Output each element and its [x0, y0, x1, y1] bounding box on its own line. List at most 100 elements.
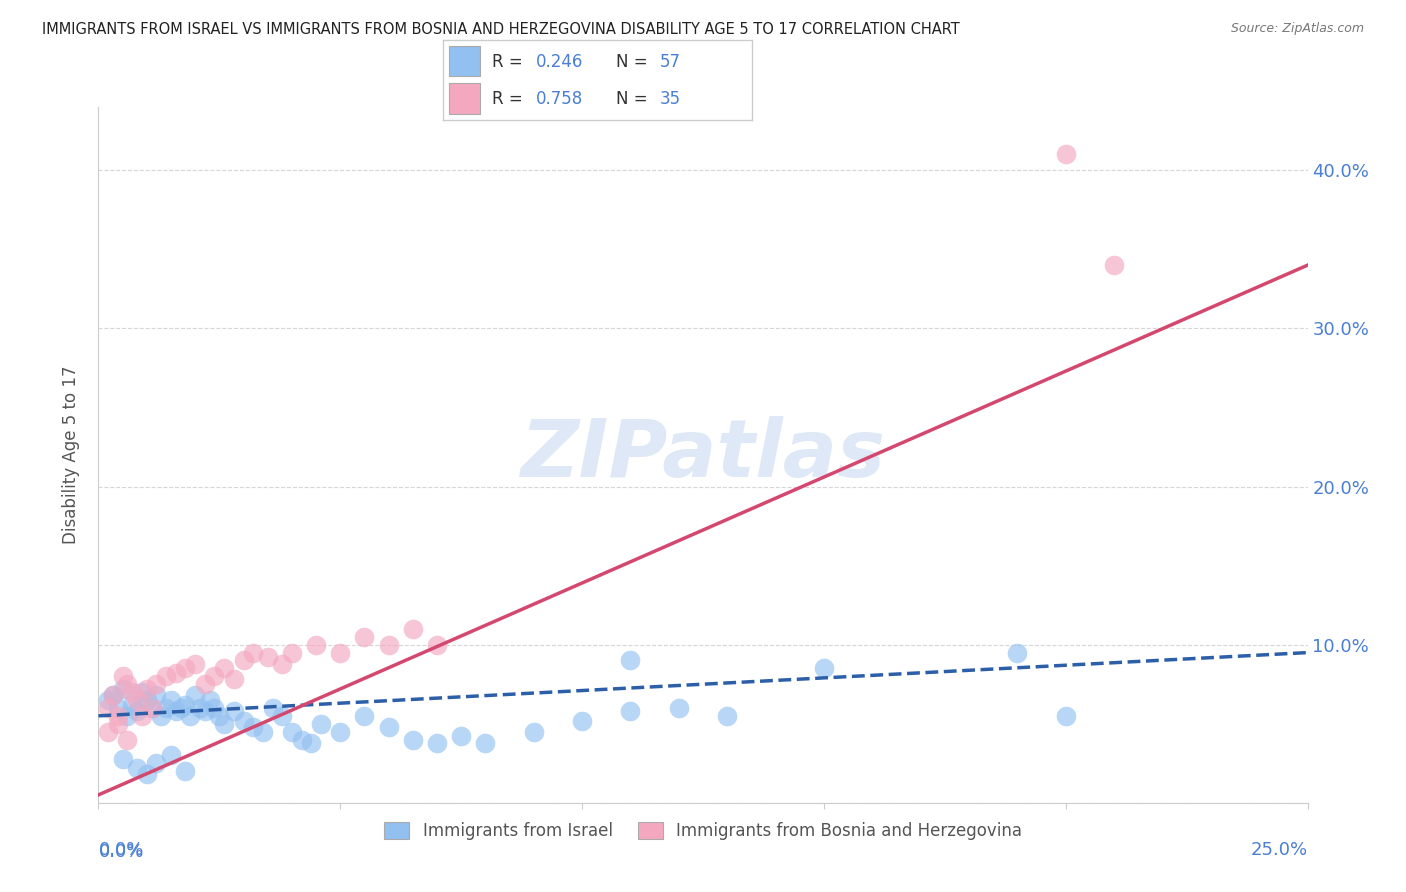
- Point: [353, 630, 375, 644]
- Point: [111, 669, 134, 683]
- Text: R =: R =: [492, 53, 529, 70]
- Point: [97, 701, 120, 715]
- Point: [271, 708, 294, 723]
- Point: [184, 657, 207, 671]
- Point: [208, 708, 231, 723]
- Point: [135, 693, 157, 707]
- Point: [426, 638, 449, 652]
- Point: [523, 724, 546, 739]
- Point: [281, 724, 304, 739]
- Text: R =: R =: [492, 90, 529, 108]
- Point: [271, 657, 294, 671]
- Point: [450, 730, 472, 744]
- Point: [101, 688, 124, 702]
- Point: [232, 653, 254, 667]
- Point: [127, 704, 149, 718]
- Point: [668, 701, 690, 715]
- Text: N =: N =: [616, 90, 652, 108]
- Point: [299, 736, 322, 750]
- Text: 0.0%: 0.0%: [98, 843, 143, 861]
- Point: [155, 669, 177, 683]
- Point: [222, 704, 245, 718]
- Point: [1054, 147, 1077, 161]
- Point: [402, 622, 425, 636]
- Text: N =: N =: [616, 53, 652, 70]
- Point: [145, 756, 167, 771]
- Y-axis label: Disability Age 5 to 17: Disability Age 5 to 17: [62, 366, 80, 544]
- Point: [309, 716, 332, 731]
- Text: 25.0%: 25.0%: [1250, 841, 1308, 859]
- Point: [155, 701, 177, 715]
- Point: [117, 708, 139, 723]
- Point: [150, 708, 173, 723]
- Point: [160, 748, 183, 763]
- Point: [281, 646, 304, 660]
- Text: 0.246: 0.246: [536, 53, 583, 70]
- Point: [194, 677, 217, 691]
- Point: [111, 751, 134, 765]
- Point: [131, 708, 153, 723]
- Bar: [449, 84, 479, 114]
- Point: [107, 708, 129, 723]
- Point: [165, 666, 187, 681]
- Point: [131, 685, 153, 699]
- Point: [135, 681, 157, 696]
- Point: [716, 708, 738, 723]
- Point: [402, 732, 425, 747]
- Point: [212, 716, 235, 731]
- Point: [256, 650, 278, 665]
- Point: [212, 661, 235, 675]
- Point: [1102, 258, 1125, 272]
- Point: [121, 685, 143, 699]
- Point: [117, 677, 139, 691]
- Point: [174, 764, 197, 779]
- Point: [145, 688, 167, 702]
- Point: [204, 701, 226, 715]
- Point: [1007, 646, 1029, 660]
- Point: [141, 701, 163, 715]
- Point: [179, 708, 201, 723]
- Point: [117, 732, 139, 747]
- Point: [145, 677, 167, 691]
- Point: [1054, 708, 1077, 723]
- Point: [305, 638, 328, 652]
- Point: [377, 638, 399, 652]
- Point: [194, 704, 217, 718]
- Point: [107, 716, 129, 731]
- Point: [619, 653, 641, 667]
- Point: [262, 701, 284, 715]
- Point: [97, 724, 120, 739]
- Point: [165, 704, 187, 718]
- Point: [474, 736, 496, 750]
- Point: [242, 720, 264, 734]
- Text: 0.758: 0.758: [536, 90, 583, 108]
- Point: [329, 646, 352, 660]
- Text: Source: ZipAtlas.com: Source: ZipAtlas.com: [1230, 22, 1364, 36]
- Point: [160, 693, 183, 707]
- Text: 35: 35: [659, 90, 681, 108]
- Point: [174, 661, 197, 675]
- Point: [813, 661, 835, 675]
- Point: [353, 708, 375, 723]
- Text: 57: 57: [659, 53, 681, 70]
- Point: [169, 701, 191, 715]
- Point: [290, 732, 312, 747]
- Point: [107, 701, 129, 715]
- Point: [111, 681, 134, 696]
- Legend: Immigrants from Israel, Immigrants from Bosnia and Herzegovina: Immigrants from Israel, Immigrants from …: [377, 815, 1029, 847]
- Point: [97, 693, 120, 707]
- Point: [222, 673, 245, 687]
- Point: [204, 669, 226, 683]
- Bar: [449, 45, 479, 77]
- Point: [377, 720, 399, 734]
- Point: [571, 714, 593, 728]
- Point: [184, 688, 207, 702]
- Point: [329, 724, 352, 739]
- Point: [127, 693, 149, 707]
- Point: [426, 736, 449, 750]
- Point: [188, 701, 211, 715]
- Point: [127, 761, 149, 775]
- Point: [232, 714, 254, 728]
- Point: [121, 698, 143, 712]
- Point: [242, 646, 264, 660]
